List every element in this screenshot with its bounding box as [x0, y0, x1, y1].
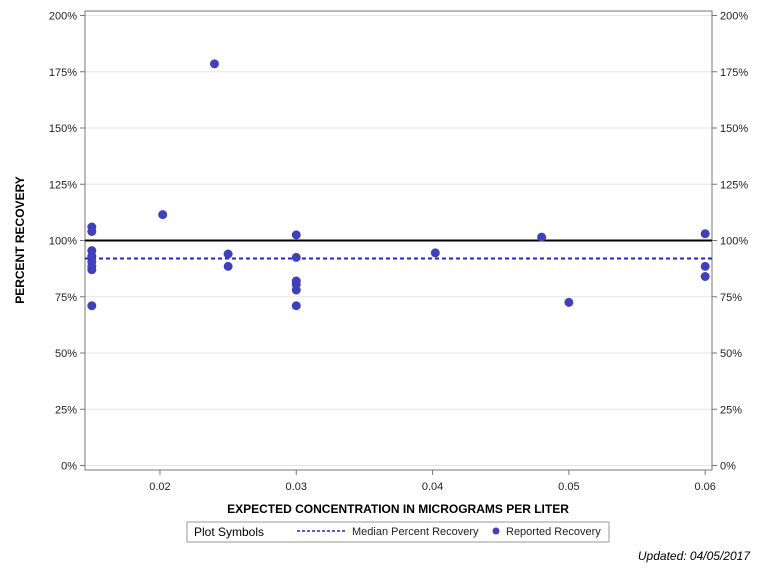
y-tick-label: 125%: [49, 179, 77, 191]
data-point: [700, 229, 710, 239]
y-tick-label: 150%: [49, 123, 77, 135]
legend-box: [186, 521, 610, 543]
data-point: [209, 59, 219, 69]
legend: Plot Symbols Median Percent Recovery Rep…: [186, 521, 610, 543]
y-tick-label-right: 25%: [720, 404, 742, 416]
data-point: [291, 301, 301, 311]
y-tick-label-right: 0%: [720, 461, 736, 473]
x-tick-label: 0.05: [558, 481, 579, 493]
data-point: [87, 301, 97, 311]
y-tick-label-right: 175%: [720, 67, 748, 79]
updated-date: Updated: 04/05/2017: [637, 549, 750, 563]
data-point: [291, 252, 301, 262]
data-point: [700, 272, 710, 281]
data-point: [291, 230, 301, 240]
data-point: [223, 261, 233, 271]
legend-label-median: Median Percent Recovery: [352, 526, 479, 538]
y-tick-label: 200%: [49, 11, 77, 23]
y-tick-label: 50%: [55, 348, 77, 360]
y-axis-left: 0% 25% 50% 75% 100% 125% 150% 175% 200%: [49, 11, 85, 473]
y-tick-label: 0%: [61, 461, 77, 473]
y-tick-label-right: 200%: [720, 11, 748, 23]
scatter-points: [87, 59, 710, 311]
y-tick-label-right: 50%: [720, 348, 742, 360]
data-point: [430, 248, 440, 258]
y-tick-label-right: 150%: [720, 123, 748, 135]
y-tick-label: 75%: [55, 292, 77, 304]
legend-label-reported: Reported Recovery: [506, 526, 601, 538]
x-axis: 0.02 0.03 0.04 0.05 0.06: [149, 470, 716, 493]
y-axis-title: PERCENT RECOVERY: [13, 176, 27, 304]
y-tick-label-right: 100%: [720, 236, 748, 248]
y-axis-right: 0% 25% 50% 75% 100% 125% 150% 175% 200%: [712, 11, 748, 473]
data-point: [87, 265, 97, 275]
x-tick-label: 0.06: [694, 481, 715, 493]
y-tick-label-right: 125%: [720, 179, 748, 191]
y-tick-label: 25%: [55, 404, 77, 416]
y-tick-label-right: 75%: [720, 292, 742, 304]
x-tick-label: 0.03: [286, 481, 307, 493]
data-point: [223, 249, 233, 259]
legend-reported-swatch: [492, 527, 500, 535]
x-axis-title: EXPECTED CONCENTRATION IN MICROGRAMS PER…: [227, 502, 569, 516]
x-tick-label: 0.02: [149, 481, 170, 493]
y-tick-label: 100%: [49, 236, 77, 248]
data-point: [537, 232, 547, 242]
data-point: [564, 297, 574, 307]
y-tick-label: 175%: [49, 67, 77, 79]
data-point: [700, 261, 710, 271]
x-tick-label: 0.04: [422, 481, 443, 493]
data-point: [87, 227, 97, 236]
legend-title: Plot Symbols: [194, 525, 264, 539]
data-point: [158, 210, 168, 220]
data-point: [291, 285, 301, 295]
